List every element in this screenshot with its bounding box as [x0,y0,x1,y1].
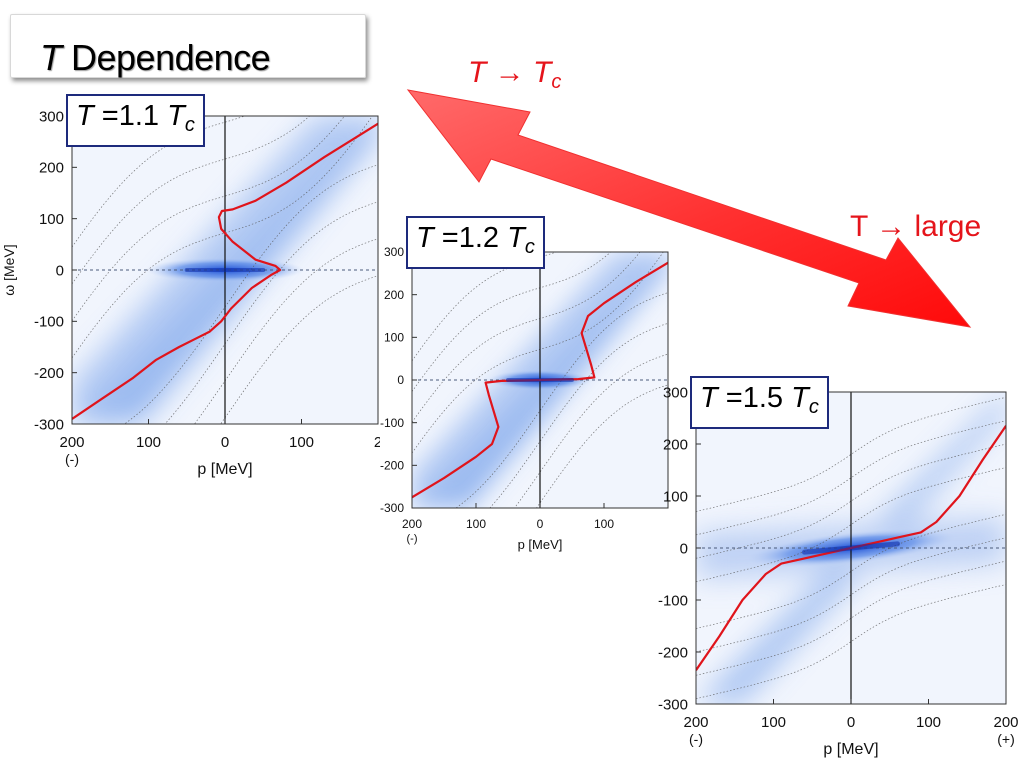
arrow-label-to-tc-sub: c [551,71,562,93]
arrow-label-to-tc-var2: T [533,56,552,89]
y-tick-label: 200 [39,160,64,177]
x-tick-label: 100 [136,434,161,451]
x-tick-label: 0 [221,434,229,451]
contour-lines [696,396,1006,700]
y-tick-label: 100 [39,211,64,228]
y-tick-label: 0 [680,540,688,557]
temperature-label-1: T =1.1 Tc [66,94,205,147]
x-tick-label: 100 [289,434,314,451]
temperature-label-eq: =1.1 [93,100,168,132]
x-tick-label: 100 [466,517,486,531]
y-tick-label: 300 [39,108,64,125]
y-axis-label: ω [MeV] [1,244,17,295]
y-tick-label: 200 [663,436,688,453]
y-tick-label: 100 [384,331,404,345]
temperature-label-sub: c [808,396,819,418]
y-tick-label: -300 [380,501,404,515]
arrow-label-to-tc-var: T [468,56,487,89]
y-tick-label: 0 [397,373,404,387]
x-tick-label: 200 [683,714,708,731]
panel-t-1-2: 300 200 100 0 -100 -200 -300 200 100 0 100 (-) p [Me… [362,216,672,570]
slide-title-text: Dependence [61,37,271,78]
y-tick-label: 300 [663,384,688,401]
x-tick-label: 200 [59,434,84,451]
y-tick-label: 0 [56,262,64,279]
y-tick-label: 300 [384,245,404,259]
y-tick-label: 100 [663,488,688,505]
x-tick-label: 0 [847,714,855,731]
x-tick-label: 100 [761,714,786,731]
arrow-label-to-large: T → large [850,210,981,244]
y-tick-label: -300 [658,696,688,713]
heatmap-layer [696,392,1006,704]
slide-title-box: T Dependence [10,14,366,78]
x-sign-label: (+) [997,731,1015,747]
temperature-label-eq: =1.5 [717,382,792,414]
temperature-label-var2: T [507,222,525,254]
x-sign-label: (-) [65,451,79,467]
chart-t-1-2: 300 200 100 0 -100 -200 -300 200 100 0 100 (-) p [Me… [380,245,669,552]
y-tick-label: -100 [658,592,688,609]
x-axis-label: p [MeV] [197,461,252,478]
y-tick-label: -200 [34,365,64,382]
x-axis-label: p [MeV] [823,741,878,758]
y-tick-label: -200 [380,459,404,473]
slide-title-variable: T [40,37,62,78]
heatmap-layer [72,116,378,424]
temperature-label-var: T [76,100,94,132]
temperature-label-2: T =1.2 Tc [406,216,545,269]
arrow-label-to-large-text: → large [867,210,982,243]
x-tick-label: 100 [916,714,941,731]
arrow-label-to-tc: T → Tc [468,56,561,99]
x-sign-label: (-) [689,731,703,747]
temperature-label-var2: T [167,100,185,132]
y-tick-label: -200 [658,644,688,661]
panel-t-1-5: 300 200 100 0 -100 -200 -300 200 100 0 100 200 (-) (+… [640,376,1024,768]
quasiparticle-peak [802,541,900,555]
x-tick-label: 200 [402,517,422,531]
slide-title: T Dependence [40,36,271,80]
y-tick-label: -300 [34,416,64,433]
x-tick-label: 200 [993,714,1018,731]
x-sign-label: (-) [407,533,418,545]
heatmap-layer [412,252,668,508]
x-tick-label: 2 [374,434,380,451]
y-tick-label: -100 [380,416,404,430]
temperature-label-eq: =1.2 [433,222,508,254]
y-tick-label: -100 [34,314,64,331]
arrow-label-to-large-var: T [850,210,868,243]
temperature-label-sub: c [524,236,535,258]
x-tick-label: 100 [594,517,614,531]
temperature-label-sub: c [184,114,195,136]
temperature-label-3: T =1.5 Tc [690,376,829,429]
temperature-label-var: T [416,222,434,254]
x-axis-label: p [MeV] [518,537,563,552]
y-tick-label: 200 [384,288,404,302]
temperature-label-var: T [700,382,718,414]
dispersion-curve [72,122,378,420]
arrow-label-to-tc-arrow: → [486,56,533,89]
temperature-label-var2: T [791,382,809,414]
panel-t-1-1: 300 200 100 0 -100 -200 -300 200 100 0 100 2 (-) p [M… [0,94,380,495]
x-tick-label: 0 [537,517,544,531]
